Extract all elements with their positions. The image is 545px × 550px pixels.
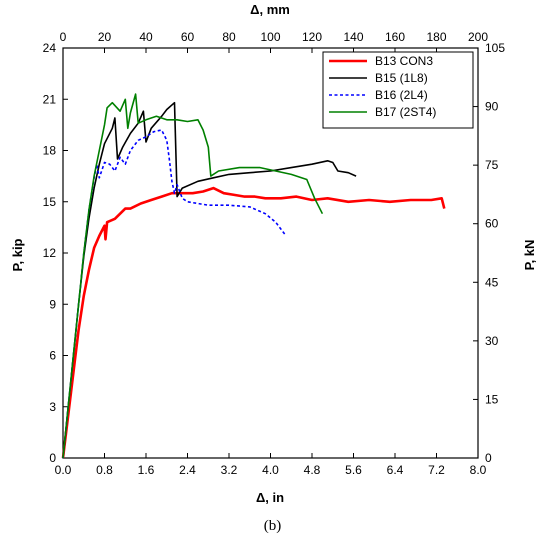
x2-tick-label: 140 <box>343 30 363 44</box>
x2-tick-label: 0 <box>60 30 67 44</box>
y-tick-label: 21 <box>43 92 57 106</box>
x2-tick-label: 160 <box>385 30 405 44</box>
y-tick-label: 24 <box>43 41 57 55</box>
y2-tick-label: 15 <box>485 392 499 406</box>
x2-tick-label: 100 <box>260 30 280 44</box>
y2-tick-label: 90 <box>485 100 499 114</box>
x-tick-label: 3.2 <box>221 463 238 477</box>
x2-tick-label: 60 <box>181 30 195 44</box>
x-tick-label: 0.8 <box>96 463 113 477</box>
y2-tick-label: 105 <box>485 41 505 55</box>
figure-caption: (b) <box>263 518 282 534</box>
x2-tick-label: 40 <box>139 30 153 44</box>
y2-tick-label: 30 <box>485 334 499 348</box>
y-tick-label: 9 <box>49 297 56 311</box>
legend-label: B13 CON3 <box>375 54 433 68</box>
x-tick-label: 1.6 <box>138 463 155 477</box>
x2-axis-label: Δ, mm <box>250 2 290 17</box>
series-lines <box>61 93 446 459</box>
legend: B13 CON3 B15 (1L8) B16 (2L4) B17 (2ST4) <box>322 51 474 129</box>
y-axis-label: P, kip <box>10 238 25 271</box>
y-tick-label: 3 <box>49 400 56 414</box>
legend-box <box>322 51 474 129</box>
series-line-2 <box>62 101 357 459</box>
x2-tick-label: 20 <box>98 30 112 44</box>
y2-tick-label: 60 <box>485 217 499 231</box>
legend-label: B15 (1L8) <box>375 71 428 85</box>
x-tick-label: 8.0 <box>470 463 487 477</box>
y2-axis-label: P, kN <box>522 240 537 271</box>
series-line-1 <box>61 186 446 459</box>
y2-tick-label: 0 <box>485 451 492 465</box>
x2-tick-label: 180 <box>426 30 446 44</box>
legend-label: B17 (2ST4) <box>375 105 436 119</box>
x-tick-label: 2.4 <box>179 463 196 477</box>
y-tick-label: 0 <box>49 451 56 465</box>
x-tick-label: 7.2 <box>428 463 445 477</box>
legend-label: B16 (2L4) <box>375 88 428 102</box>
y-tick-label: 15 <box>43 195 57 209</box>
x2-tick-label: 80 <box>222 30 236 44</box>
y-tick-label: 6 <box>49 349 56 363</box>
y-tick-label: 12 <box>43 246 57 260</box>
series-line-4 <box>62 93 324 459</box>
x-tick-label: 4.8 <box>304 463 321 477</box>
chart: 0.0 0.8 1.6 2.4 3.2 4.0 4.8 5.6 6.4 7.2 8.00 20 40 60… <box>10 2 537 505</box>
x-tick-label: 4.0 <box>262 463 279 477</box>
ticks: 0.0 0.8 1.6 2.4 3.2 4.0 4.8 5.6 6.4 7.2 8.00 20 40 60… <box>43 30 506 477</box>
x2-tick-label: 120 <box>302 30 322 44</box>
x2-tick-label: 200 <box>468 30 488 44</box>
x-axis-label: Δ, in <box>256 490 284 505</box>
y2-tick-label: 45 <box>485 275 499 289</box>
x-tick-label: 6.4 <box>387 463 404 477</box>
y2-tick-label: 75 <box>485 158 499 172</box>
x-tick-label: 0.0 <box>55 463 72 477</box>
x-tick-label: 5.6 <box>345 463 362 477</box>
y-tick-label: 18 <box>43 144 57 158</box>
